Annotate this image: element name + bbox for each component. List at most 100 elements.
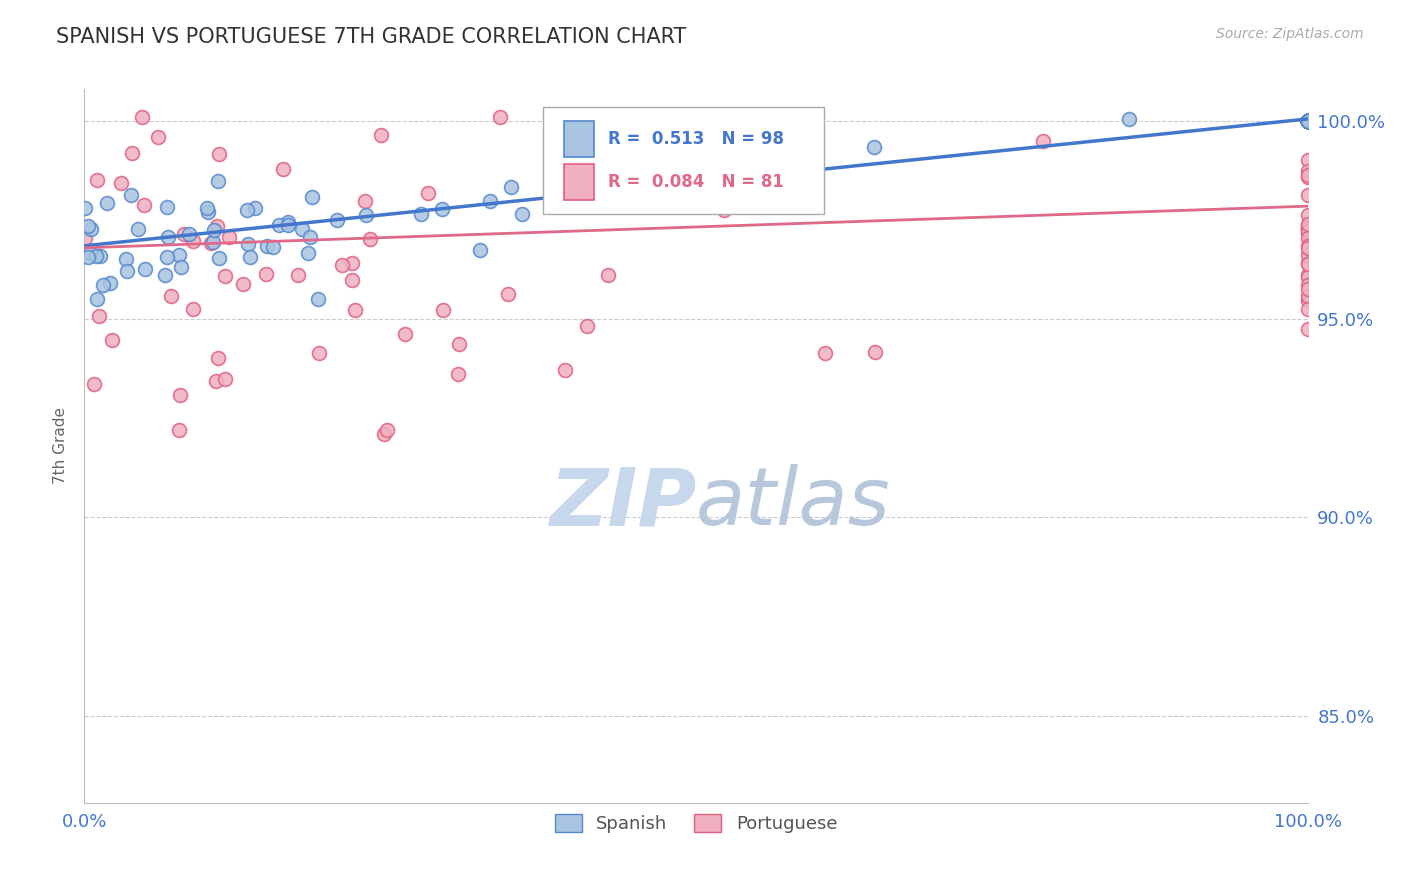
Point [1296, 114, 1319, 128]
Point [449, 337, 471, 351]
Point [169, 387, 191, 401]
Point [77, 251, 100, 265]
Point [554, 363, 576, 377]
Point [177, 227, 200, 242]
Point [416, 186, 439, 200]
Point [301, 189, 323, 203]
Point [754, 189, 776, 203]
Point [1296, 114, 1319, 128]
Point [1296, 168, 1319, 182]
Point [80, 222, 103, 236]
Point [468, 244, 491, 258]
Point [1296, 248, 1319, 262]
Point [1296, 220, 1319, 235]
Point [167, 248, 190, 262]
Point [1296, 114, 1319, 128]
Point [1032, 134, 1054, 148]
Point [1296, 114, 1319, 128]
Bar [564, 121, 595, 157]
Point [432, 303, 454, 318]
Point [1296, 270, 1319, 285]
Point [560, 110, 582, 124]
Text: R =  0.513   N = 98: R = 0.513 N = 98 [607, 130, 785, 148]
Point [121, 146, 143, 161]
Point [1296, 114, 1319, 128]
FancyBboxPatch shape [543, 107, 824, 214]
Point [1296, 187, 1319, 202]
Point [1296, 114, 1319, 128]
Point [1296, 114, 1319, 128]
Point [356, 208, 378, 222]
Point [170, 260, 193, 274]
Point [394, 327, 416, 342]
Point [1296, 256, 1319, 270]
Point [1296, 169, 1319, 184]
Point [1296, 114, 1319, 128]
Point [1296, 226, 1319, 240]
Point [1296, 114, 1319, 128]
Point [239, 251, 262, 265]
Point [195, 202, 218, 216]
Point [768, 141, 790, 155]
Point [115, 252, 138, 266]
Point [208, 252, 231, 266]
Point [1296, 114, 1319, 128]
Point [120, 188, 142, 202]
Point [207, 174, 229, 188]
Point [1296, 114, 1319, 128]
Point [271, 162, 294, 177]
Point [330, 258, 353, 272]
Point [1296, 114, 1319, 128]
Point [298, 230, 321, 244]
Point [181, 234, 204, 248]
Point [359, 232, 381, 246]
Point [156, 250, 179, 264]
Point [205, 374, 228, 388]
Point [1296, 114, 1319, 128]
Point [236, 237, 259, 252]
Point [411, 207, 433, 221]
Point [160, 289, 183, 303]
Point [243, 201, 266, 215]
Point [115, 264, 138, 278]
Point [1296, 282, 1319, 296]
Text: R =  0.084   N = 81: R = 0.084 N = 81 [607, 173, 783, 191]
Point [254, 267, 277, 281]
Point [599, 128, 621, 143]
Text: atlas: atlas [696, 464, 891, 542]
Point [157, 230, 180, 244]
Point [153, 268, 176, 282]
Point [93, 278, 115, 293]
Point [353, 194, 375, 208]
Point [1296, 114, 1319, 128]
Point [488, 110, 510, 124]
Point [148, 129, 170, 144]
Point [167, 423, 190, 437]
Point [1296, 114, 1319, 128]
Point [214, 372, 236, 386]
Point [1296, 301, 1319, 316]
Point [202, 235, 225, 249]
Legend: Spanish, Portuguese: Spanish, Portuguese [547, 806, 845, 840]
Point [561, 196, 583, 211]
Point [1296, 217, 1319, 231]
Point [865, 345, 887, 359]
Point [131, 110, 153, 124]
Point [73, 201, 96, 215]
Point [1296, 114, 1319, 128]
Point [1296, 114, 1319, 128]
Point [134, 198, 156, 212]
Point [340, 273, 363, 287]
Point [596, 166, 619, 180]
Point [747, 110, 769, 124]
Point [1296, 114, 1319, 128]
Point [79, 246, 101, 260]
Point [256, 238, 278, 252]
Point [510, 207, 533, 221]
Point [1296, 241, 1319, 255]
Point [96, 195, 118, 210]
Point [1296, 114, 1319, 128]
Point [373, 426, 395, 441]
Point [1296, 114, 1319, 128]
Point [308, 346, 330, 360]
